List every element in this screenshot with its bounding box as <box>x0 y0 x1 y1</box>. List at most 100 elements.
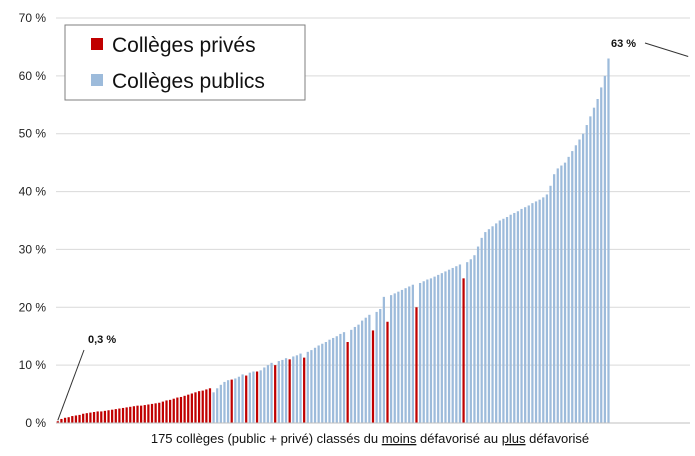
bar-college-prive <box>386 321 389 423</box>
legend-label-publics: Collèges publics <box>112 70 265 93</box>
bar-college-prive <box>371 330 375 423</box>
y-tick-label: 40 % <box>19 185 47 199</box>
bar-college-prive <box>118 408 121 423</box>
bar-college-prive <box>245 375 248 423</box>
bar-college-prive <box>274 365 277 423</box>
bar-college-public <box>400 289 404 423</box>
y-tick-label: 20 % <box>19 300 47 314</box>
bar-college-prive <box>136 405 139 423</box>
bar-college-public <box>578 139 581 423</box>
bar-college-prive <box>89 412 92 423</box>
bar-college-prive <box>85 413 88 423</box>
bar-college-public <box>447 269 451 423</box>
bar-college-prive <box>165 400 168 423</box>
bar-college-public <box>350 329 353 423</box>
bar-college-public <box>567 156 570 423</box>
bar-college-public <box>513 212 516 423</box>
bar-college-public <box>270 362 273 423</box>
bar-college-prive <box>74 415 78 423</box>
bar-college-prive <box>125 407 128 423</box>
y-tick-label: 30 % <box>19 242 47 256</box>
bar-college-prive <box>208 388 212 423</box>
bar-college-public <box>342 332 346 423</box>
bar-college-prive <box>111 409 114 423</box>
bar-college-prive <box>67 417 70 423</box>
bar-college-public <box>212 392 215 423</box>
y-axis-ticks: 0 % 10 % 20 % 30 % 40 % 50 % 60 % 70 % <box>19 11 47 430</box>
bar-college-public <box>426 279 429 423</box>
bar-college-public <box>589 116 592 423</box>
bar-college-public <box>284 358 288 423</box>
bar-college-public <box>473 255 476 423</box>
y-tick-label: 10 % <box>19 358 47 372</box>
bar-college-public <box>295 355 299 423</box>
bar-college-public <box>393 293 396 423</box>
y-tick-label: 60 % <box>19 69 47 83</box>
bar-college-prive <box>92 412 96 423</box>
bar-college-public <box>563 162 567 423</box>
bar-college-prive <box>132 406 136 423</box>
legend-swatch-publics <box>91 74 103 86</box>
bar-college-prive <box>255 371 259 423</box>
bar-college-public <box>382 296 385 423</box>
bar-college-public <box>339 333 342 423</box>
bar-college-public <box>509 214 512 423</box>
bar-college-public <box>248 372 251 423</box>
bar-college-prive <box>143 405 146 423</box>
bar-college-prive <box>197 391 201 423</box>
bar-college-prive <box>56 421 59 423</box>
bar-college-public <box>495 223 498 423</box>
bar-college-public <box>259 370 262 423</box>
bar-college-prive <box>100 411 103 423</box>
bar-college-public <box>538 199 541 423</box>
bar-college-public <box>520 208 523 423</box>
bar-college-public <box>545 194 549 423</box>
annotation-leader-min <box>57 349 85 421</box>
y-tick-label: 50 % <box>19 127 47 141</box>
x-axis-label-part: moins <box>382 431 417 446</box>
bar-college-public <box>364 317 367 423</box>
bar-college-public <box>498 220 501 423</box>
bar-college-public <box>317 345 320 423</box>
bar-college-public <box>292 356 295 423</box>
bar-college-public <box>600 87 603 423</box>
bar-college-public <box>252 371 255 423</box>
bar-college-public <box>491 226 494 423</box>
bar-college-public <box>219 384 222 423</box>
bar-college-prive <box>172 398 175 423</box>
bar-college-public <box>324 342 328 423</box>
bar-college-public <box>397 291 400 423</box>
bar-college-public <box>502 218 505 423</box>
bar-college-prive <box>103 410 107 423</box>
bar-college-prive <box>179 396 183 423</box>
bar-college-public <box>375 311 378 423</box>
bar-college-public <box>241 374 244 423</box>
bar-college-public <box>487 229 491 423</box>
bar-college-prive <box>205 389 208 423</box>
bar-college-public <box>357 324 360 423</box>
bar-college-prive <box>183 395 186 423</box>
bar-college-prive <box>158 402 161 423</box>
bar-college-public <box>328 339 331 423</box>
bar-college-public <box>266 365 270 423</box>
bar-college-public <box>585 125 588 424</box>
bar-college-prive <box>96 411 99 423</box>
bar-college-prive <box>168 399 172 423</box>
bar-college-public <box>368 314 371 423</box>
annotation-min-label: 0,3 % <box>88 334 116 346</box>
bar-college-public <box>237 376 241 423</box>
bar-college-prive <box>346 342 349 423</box>
bar-college-prive <box>63 417 67 423</box>
y-tick-label: 70 % <box>19 11 47 25</box>
bar-college-public <box>480 237 483 423</box>
bar-college-public <box>310 350 313 423</box>
bar-college-public <box>458 264 462 423</box>
bar-college-public <box>422 281 425 423</box>
bar-college-public <box>476 246 480 423</box>
bar-college-public <box>335 336 338 423</box>
bar-college-public <box>527 205 530 423</box>
bar-college-prive <box>140 405 143 423</box>
bar-college-public <box>281 359 284 423</box>
bar-college-public <box>389 295 393 423</box>
